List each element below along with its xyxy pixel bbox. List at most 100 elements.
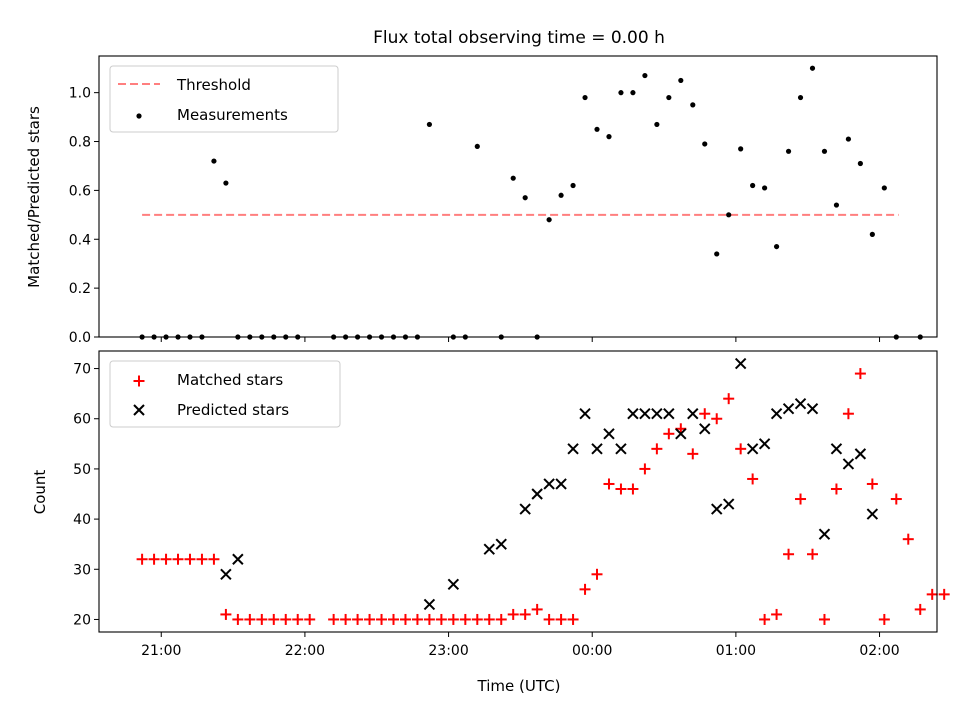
measurement-point [211, 158, 217, 164]
measurement-point [558, 192, 564, 198]
predicted-star-point [687, 408, 699, 420]
matched-star-point [519, 608, 531, 620]
y-tick-label: 50 [73, 462, 91, 478]
predicted-star-point [866, 508, 879, 520]
matched-star-point [567, 613, 579, 625]
measurement-point [678, 77, 684, 84]
predicted-star-point [842, 458, 855, 470]
predicted-star-point [639, 408, 651, 420]
matched-star-point [459, 613, 471, 625]
count-panel-x-ticks: 21:00 22:00 23:00 00:00 01:00 02:00 [141, 632, 900, 659]
matched-star-point [471, 613, 483, 625]
matched-star-point [627, 483, 639, 495]
matched-star-point [328, 613, 340, 625]
count-panel-legend: Matched stars Predicted stars [109, 360, 341, 428]
measurement-point [223, 180, 229, 186]
legend-measurement-label: Measurements [177, 106, 288, 124]
ratio-panel-legend: Threshold Measurements [109, 65, 339, 133]
matched-star-point [531, 603, 543, 615]
measurement-point [714, 251, 720, 257]
y-tick-label: 70 [73, 362, 91, 378]
measurement-point [881, 185, 887, 191]
count-panel-marks [136, 357, 950, 625]
matched-star-point [723, 393, 735, 405]
y-tick-label: 60 [73, 412, 91, 428]
measurement-point [642, 72, 648, 79]
matched-star-point [304, 613, 316, 625]
matched-star-point [902, 533, 914, 545]
matched-star-point [364, 613, 376, 625]
ratio-panel-y-label: Matched/Predicted stars [25, 106, 43, 288]
predicted-star-point [232, 553, 244, 565]
predicted-star-point [615, 443, 627, 455]
matched-star-point [232, 613, 244, 625]
y-tick-label: 0.2 [69, 281, 91, 297]
predicted-star-point [591, 443, 603, 455]
predicted-star-point [830, 443, 843, 455]
legend-measurement-swatch [136, 113, 142, 119]
y-tick-label: 0.6 [69, 183, 91, 199]
count-panel: 20 30 40 50 60 70 21:00 22:00 23:00 00:00 01:00 02… [31, 350, 950, 659]
predicted-star-point [794, 397, 807, 410]
matched-star-point [890, 493, 902, 505]
predicted-star-point [627, 408, 639, 420]
legend-predicted-label: Predicted stars [177, 401, 289, 419]
matched-star-point [651, 443, 663, 455]
measurement-point [869, 231, 875, 237]
predicted-star-point [603, 428, 615, 440]
matched-star-point [795, 493, 807, 505]
measurement-point [809, 65, 816, 71]
count-panel-y-label: Count [31, 470, 49, 515]
count-panel-frame [98, 350, 938, 633]
matched-star-point [435, 613, 447, 625]
predicted-star-point [447, 578, 460, 591]
measurement-point [654, 121, 660, 128]
predicted-star-point [854, 448, 867, 460]
measurement-point [702, 141, 708, 147]
matched-star-point [699, 408, 711, 420]
measurement-point [594, 126, 600, 132]
x-tick-label: 00:00 [572, 643, 612, 659]
predicted-star-point [651, 408, 663, 420]
predicted-star-point [531, 488, 543, 500]
matched-star-point [483, 613, 495, 625]
matched-star-point [423, 613, 435, 625]
legend-matched-swatch [133, 375, 145, 387]
y-tick-label: 30 [73, 562, 91, 578]
matched-star-point [280, 613, 292, 625]
ratio-panel-x-ticks [160, 337, 881, 342]
measurement-point [726, 212, 732, 218]
measurement-point [570, 182, 576, 189]
matched-star-point [747, 473, 759, 485]
y-tick-label: 0.8 [69, 135, 91, 151]
ratio-panel-y-ticks: 0.0 0.2 0.4 0.6 0.8 1.0 [69, 86, 99, 346]
measurement-point [582, 94, 588, 101]
x-tick-label: 23:00 [428, 643, 468, 659]
measurement-point [762, 185, 768, 191]
predicted-star-point [663, 408, 675, 420]
matched-star-point [411, 613, 423, 625]
x-tick-label: 02:00 [859, 643, 899, 659]
predicted-star-point [567, 443, 579, 455]
matched-star-point [615, 483, 627, 495]
matched-star-point [447, 613, 459, 625]
matched-star-point [783, 548, 795, 560]
measurement-point [630, 90, 636, 96]
matched-star-point [663, 428, 675, 440]
predicted-star-point [770, 408, 783, 420]
x-tick-label: 22:00 [285, 643, 325, 659]
measurement-point [666, 94, 672, 101]
predicted-star-point [555, 478, 567, 490]
matched-star-point [639, 463, 651, 475]
x-tick-label: 01:00 [716, 643, 756, 659]
y-tick-label: 20 [73, 612, 91, 628]
legend-threshold-label: Threshold [176, 76, 251, 94]
matched-star-point [172, 553, 184, 565]
matched-star-point [771, 608, 783, 620]
matched-star-point [507, 608, 519, 620]
matched-star-point [136, 553, 148, 565]
matched-star-point [196, 553, 208, 565]
measurement-point [510, 175, 516, 181]
y-tick-label: 0.0 [69, 330, 91, 346]
x-tick-label: 21:00 [141, 643, 181, 659]
